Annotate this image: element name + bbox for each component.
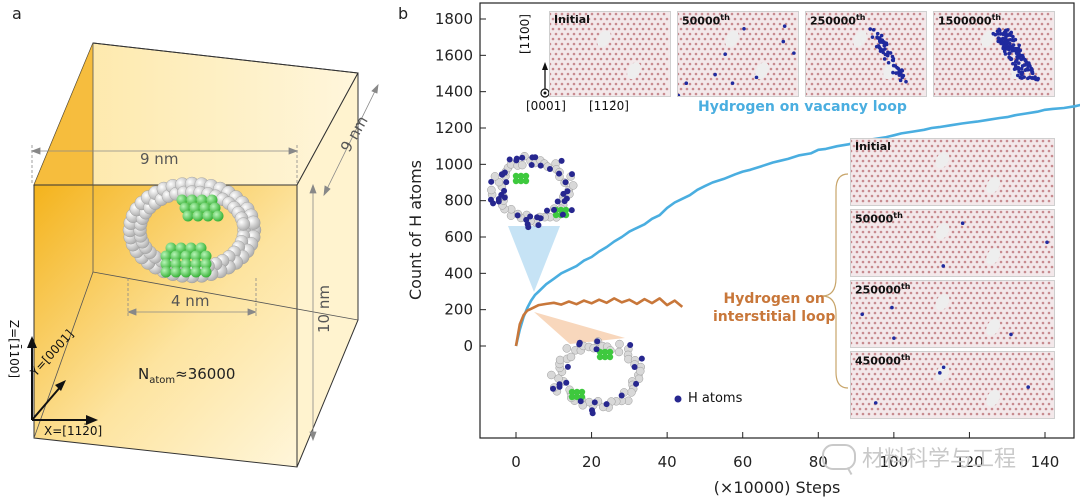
inset-label-text: Initial [855, 140, 891, 153]
y-tick-label: 0 [463, 337, 473, 355]
natom-prefix: N [138, 365, 150, 383]
inset-label-sup: th [900, 282, 911, 291]
interstitial-loop-atoms [547, 337, 645, 417]
inset-label-text: 250000 [810, 14, 856, 28]
x-tick-label: 140 [1031, 453, 1060, 471]
inset-label: 250000th [810, 13, 865, 28]
y-tick-label: 1400 [435, 83, 473, 101]
panel-b-label: b [398, 4, 409, 23]
dislocation-loop-atoms [122, 176, 262, 284]
panel-a-figure [27, 42, 379, 468]
inset-label: 450000th [855, 353, 910, 368]
y-tick-label: 400 [444, 264, 473, 282]
inset-label: Initial [554, 13, 590, 26]
right-inset: 50000th [850, 209, 1055, 277]
inset-label-sup: th [720, 13, 730, 22]
orient-out-label: [0001] [526, 99, 566, 113]
x-axis-label: (×10000) Steps [714, 478, 841, 497]
lattice-pattern [851, 210, 1054, 276]
right-inset-bracket [821, 173, 849, 389]
h-atoms-legend-label: H atoms [688, 391, 743, 406]
inset-label-sup: th [991, 13, 1002, 22]
dim-loop-label: 4 nm [171, 292, 210, 310]
x-tick-label: 100 [880, 453, 909, 471]
inset-label-text: 1500000 [938, 14, 992, 28]
y-axis-label: Count of H atoms [406, 160, 425, 300]
inset-label-sup: th [900, 353, 911, 362]
right-inset: 450000th [850, 351, 1055, 419]
lattice-pattern [851, 352, 1054, 418]
top-inset: 1500000th [933, 11, 1055, 97]
dimension-top-arrow [30, 145, 299, 185]
y-tick-label: 1000 [435, 155, 473, 173]
lattice-pattern [806, 12, 926, 96]
natom-value: ≈36000 [175, 365, 236, 383]
axis-x-label: X=[112̄0] [44, 424, 103, 438]
top-inset: 250000th [805, 11, 927, 97]
y-tick-label: 600 [444, 228, 473, 246]
inset-label-sup: th [893, 211, 903, 220]
x-tick-label: 0 [511, 453, 521, 471]
x-axis-ticks: 0 20 40 60 80 100 120 140 [511, 432, 1059, 471]
x-tick-label: 20 [582, 453, 601, 471]
vacancy-loop-atoms [487, 151, 578, 231]
series-lines [514, 103, 1080, 347]
panel-a-label: a [12, 4, 22, 23]
inset-label-text: 50000 [855, 212, 894, 226]
y-tick-label: 800 [444, 192, 473, 210]
watermark-text: 材料科学与工程 [862, 447, 1017, 472]
interstitial-label-line1: Hydrogen on [723, 291, 825, 307]
axis-triad [27, 336, 98, 425]
inset-label: 50000th [855, 211, 903, 226]
inset-label-text: 450000 [855, 354, 901, 368]
y-axis-ticks: 0 200 400 600 800 1000 1200 1400 1600 1800 [435, 10, 486, 355]
dimension-right-arrow [309, 183, 317, 442]
y-tick-label: 1600 [435, 46, 473, 64]
inset-label: 1500000th [938, 13, 1001, 28]
y-tick-label: 1200 [435, 119, 473, 137]
interstitial-loop-series-line [514, 297, 684, 347]
right-inset: 250000th [850, 280, 1055, 348]
dimension-loop-arrow [126, 278, 258, 318]
orient-right-label: [112̄0] [589, 99, 629, 113]
right-inset: Initial [850, 138, 1055, 206]
chat-bubble-icon [822, 444, 856, 470]
interstitial-label-line2: interstitial loop [713, 309, 836, 325]
x-tick-label: 40 [658, 453, 677, 471]
inset-label-text: Initial [554, 13, 590, 26]
interstitial-zoom-cone [534, 312, 625, 344]
inset-label-text: 250000 [855, 283, 901, 297]
inset-label: 250000th [855, 282, 910, 297]
top-inset: Initial [549, 11, 671, 97]
orient-up-label: [11̄00] [518, 14, 532, 54]
inset-label: 50000th [682, 13, 730, 28]
vacancy-loop-series-line [514, 103, 1080, 347]
lattice-pattern [678, 12, 798, 96]
lattice-pattern [851, 139, 1054, 205]
lattice-pattern [550, 12, 670, 96]
dim-top-label: 9 nm [140, 150, 179, 168]
watermark: 材料科学与工程 [822, 440, 1078, 474]
x-tick-label: 60 [733, 453, 752, 471]
lattice-pattern [934, 12, 1054, 96]
dimension-right-top-arrow [323, 83, 379, 197]
top-inset: 50000th [677, 11, 799, 97]
x-tick-label: 120 [955, 453, 984, 471]
inset-label-text: 50000 [682, 14, 721, 28]
natom-label: Natom≈36000 [138, 365, 235, 386]
natom-sub: atom [149, 375, 176, 386]
y-tick-label: 1800 [435, 10, 473, 28]
interstitial-series-label: Hydrogen on interstitial loop [713, 290, 835, 326]
vacancy-series-label: Hydrogen on vacancy loop [698, 99, 907, 115]
vacancy-zoom-cone [508, 226, 560, 292]
inset-label: Initial [855, 140, 891, 153]
inset-label-sup: th [855, 13, 866, 22]
lattice-pattern [851, 281, 1054, 347]
y-tick-label: 200 [444, 301, 473, 319]
plot-frame [479, 2, 1075, 439]
h-atom-legend-dot [674, 395, 682, 403]
